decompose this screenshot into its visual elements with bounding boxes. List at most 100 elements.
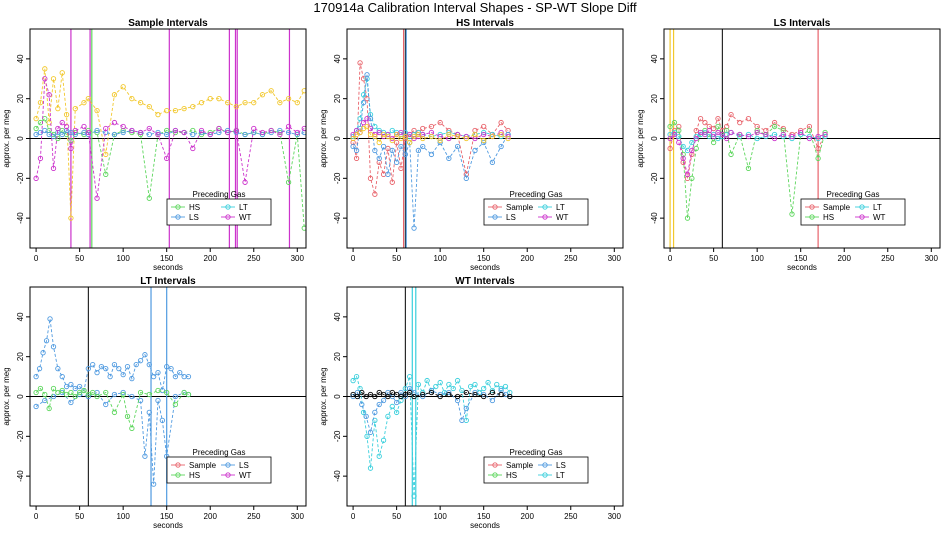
point-wt [277,131,283,138]
legend-label-hs: HS [823,213,834,222]
point-extra [259,92,266,98]
legend-label-sample: Sample [189,461,217,470]
point-wt [689,147,695,154]
series-line-extra [35,68,305,219]
point-ls [168,365,174,372]
legend-label-sample: Sample [506,203,534,212]
y-tick-label: 20 [333,352,342,361]
legend-swatch-point-sample [175,462,181,468]
point-lt [502,383,509,390]
point-lt [393,409,400,416]
point-extra [498,131,504,138]
chart-wt-intervals: WT Intervals 0 50 100 150 200 250 300 -40 -20 0 20 4… [319,276,624,530]
point-ls [120,371,126,378]
point-ls [50,344,57,350]
y-tick-label: 20 [16,94,25,103]
x-tick-label: 250 [564,512,578,521]
point-extra [268,88,274,94]
point-black [363,393,369,400]
x-tick-label: 200 [204,254,218,263]
point-ls [103,401,109,408]
series-line-hs [35,117,305,229]
point-ls [72,385,78,392]
point-wt [763,131,769,138]
point-ls [372,147,378,154]
point-lt [737,133,743,140]
point-lt [754,135,760,142]
point-hs [50,385,57,392]
point-wt [164,155,170,162]
point-ls [36,365,43,372]
point-wt [789,133,795,140]
point-wt [55,125,61,132]
point-hs [55,389,61,396]
point-ls [129,375,135,382]
legend-swatch-point-hs [175,204,181,210]
point-wt [702,131,708,138]
point-black [385,393,391,400]
point-sample [728,111,734,118]
point-sample [428,123,435,130]
point-extra [85,96,91,102]
point-wt [693,135,699,142]
point-wt [46,92,52,98]
point-hs [59,387,65,394]
point-ls [142,352,148,358]
point-hs [745,165,752,172]
legend-swatch-point-lt [225,204,231,210]
legend-box [483,456,589,484]
chart-title: LT Intervals [140,276,196,287]
point-extra [380,131,387,138]
point-lt [467,383,474,390]
point-ls [120,129,126,136]
x-tick-label: 300 [291,254,305,263]
series-line-hs [669,121,826,219]
point-wt [94,195,100,201]
point-extra [198,100,205,106]
point-lt [380,437,387,443]
point-wt [294,129,300,136]
x-tick-label: 200 [521,512,535,521]
x-tick-label: 100 [433,254,447,263]
point-ls [68,399,74,406]
point-hs [46,405,52,412]
point-wt [111,119,118,126]
chart-lt-intervals: LT Intervals 0 50 100 150 200 250 300 -40 -20 0 20 4… [2,276,307,530]
point-wt [285,123,292,130]
series-line-ls [35,130,305,138]
legend-swatch-point-ls [175,214,181,220]
point-hs [76,389,83,396]
chart-title: LS Intervals [774,18,831,29]
point-ls [428,151,435,158]
point-lt [485,379,491,386]
point-extra [420,135,426,142]
legend-swatch-point-ls [542,462,548,468]
point-ls [103,365,109,372]
point-black [489,389,496,396]
point-ls [242,131,248,138]
x-axis-label: seconds [787,263,817,272]
point-ls [459,417,465,424]
point-ls [285,129,292,136]
point-black [393,391,400,398]
point-extra [481,137,487,144]
point-extra [68,215,74,221]
point-wt [822,131,828,138]
point-ls [33,373,39,380]
point-extra [46,119,52,126]
x-tick-label: 200 [204,512,218,521]
point-hs [146,195,152,201]
point-wt [780,131,786,138]
point-ls [164,131,170,138]
point-wt [715,129,721,136]
point-ls [150,373,157,380]
legend-box [166,456,272,484]
x-tick-label: 150 [160,254,174,263]
point-ls [90,361,96,368]
point-ls [37,129,44,136]
series-line-extra [352,125,509,144]
point-ls [155,369,161,376]
plot-area [30,287,306,506]
point-wt [259,129,266,136]
point-hs [146,391,152,398]
